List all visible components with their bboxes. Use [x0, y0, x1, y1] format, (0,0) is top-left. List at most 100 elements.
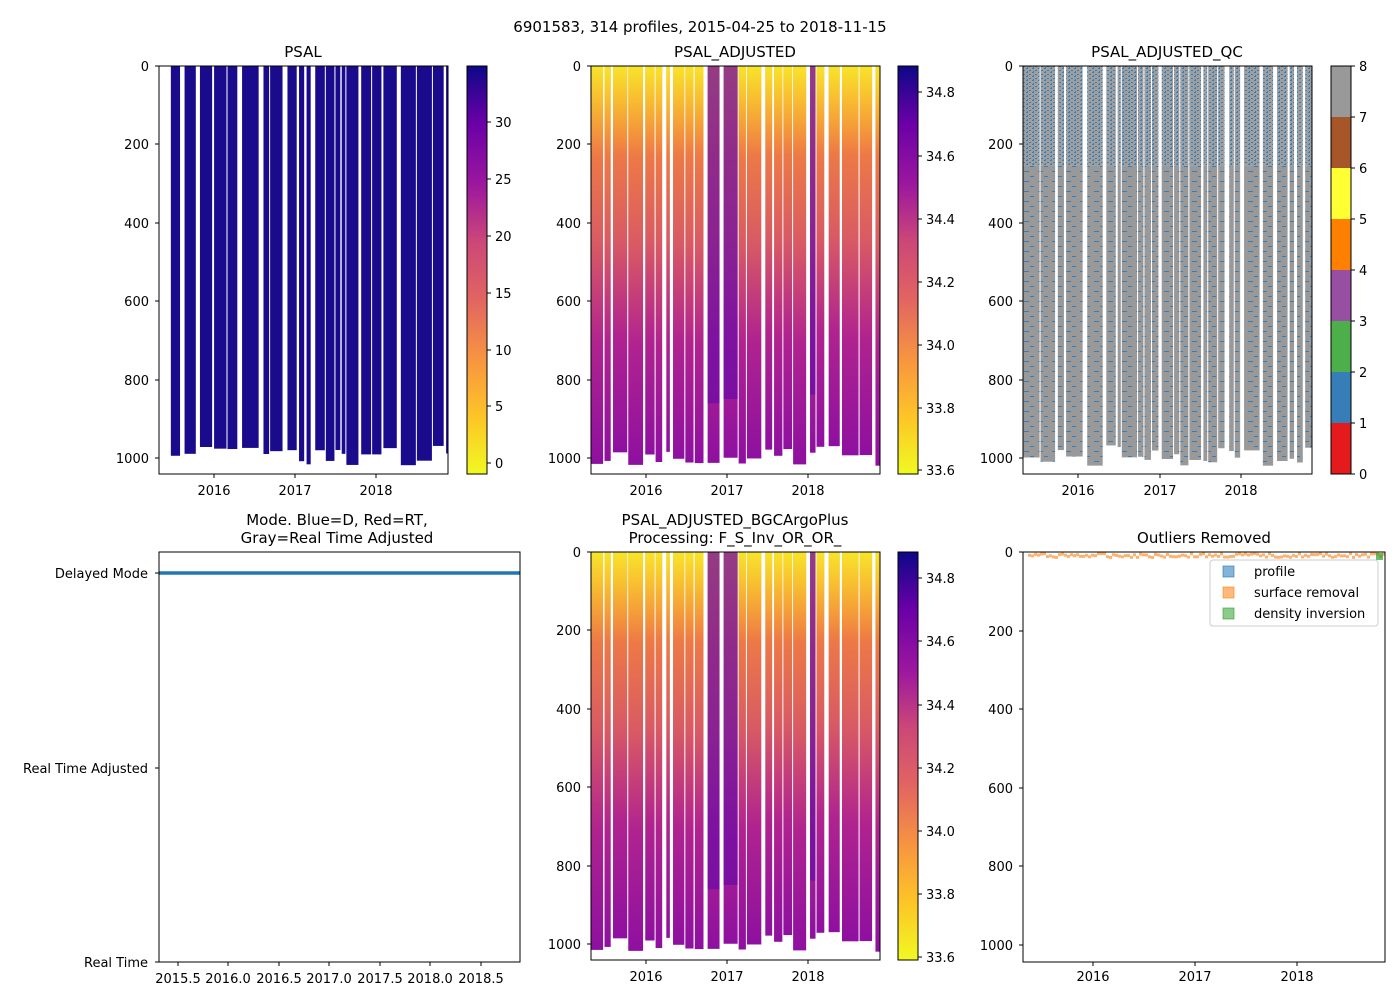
outlier-point-surface: [1238, 552, 1241, 556]
colorbar-tick-label: 34.0: [926, 825, 955, 840]
y-tick-label: 0: [573, 546, 581, 561]
y-tick-marks: [1019, 65, 1023, 459]
outlier-point-surface: [1046, 555, 1049, 559]
colorbar-tick-marks: [918, 577, 922, 958]
heatmap-cell-column: [628, 66, 644, 465]
outlier-point-surface: [1061, 552, 1064, 556]
heatmap-cell-column: [841, 66, 859, 456]
outlier-point-surface: [1073, 554, 1076, 558]
heatmap-cell-surface: [746, 552, 762, 642]
outlier-point-surface: [1283, 554, 1286, 558]
qc-cell-lower: [1121, 165, 1138, 458]
colorbar-tick-label: 34.6: [926, 635, 955, 650]
qc-cell-upper: [1066, 66, 1083, 166]
colorbar-gradient: [897, 65, 919, 475]
colorbar-segment: [1331, 219, 1351, 270]
heatmap-psal-adjusted-stripes: [591, 66, 880, 466]
outlier-point-surface: [1310, 552, 1313, 556]
qc-cell-lower: [1305, 165, 1312, 448]
chart-psal-adjusted-bgc: PSAL_ADJUSTED_BGCArgoPlus Processing: F_…: [548, 511, 955, 985]
heatmap-cell-column: [793, 552, 807, 951]
outlier-point-surface: [1145, 553, 1148, 557]
outlier-point-surface: [1127, 554, 1130, 558]
outlier-point-surface: [1091, 553, 1094, 557]
heatmap-cell-surface: [685, 66, 694, 156]
outlier-point-surface: [1307, 554, 1310, 558]
outlier-point-surface: [1157, 553, 1160, 557]
colorbar-tick-label: 5: [495, 400, 503, 415]
outlier-point-surface: [1034, 552, 1037, 556]
qc-cell-upper: [1262, 66, 1274, 166]
x-tick-label: 2017: [278, 484, 311, 499]
outlier-point-surface: [1130, 555, 1133, 559]
heatmap-cell-column: [694, 552, 704, 950]
outlier-point-surface: [1184, 554, 1187, 558]
qc-cell-lower: [1229, 165, 1234, 452]
outlier-point-surface: [1274, 555, 1277, 559]
y-tick-label: 400: [556, 217, 581, 232]
heatmap-cell-column: [591, 552, 604, 950]
panel-title: PSAL_ADJUSTED_QC: [1091, 43, 1243, 62]
outlier-point-surface: [1181, 553, 1184, 557]
heatmap-cell-surface: [841, 66, 859, 156]
outlier-point-surface: [1226, 555, 1229, 559]
x-tick-marks: [645, 474, 809, 478]
y-tick-label: 1000: [980, 452, 1013, 467]
qc-cell-lower: [1087, 165, 1103, 466]
qc-cell-lower: [1174, 165, 1180, 455]
colorbar-gradient: [466, 65, 488, 475]
outlier-point-surface: [1370, 552, 1373, 556]
x-tick-label: 2015.5: [155, 972, 201, 987]
x-tick-label: 2016: [629, 970, 662, 985]
heatmap-cell-surface: [774, 66, 783, 156]
heatmap-cell-column: [604, 552, 611, 947]
heatmap-cell-column: [446, 66, 448, 454]
y-tick-label: 800: [556, 374, 581, 389]
heatmap-cell-column: [841, 552, 859, 942]
qc-cell-lower: [1106, 165, 1116, 446]
heatmap-cell-surface: [774, 552, 783, 642]
x-tick-label: 2018: [791, 484, 824, 499]
heatmap-cell-column: [325, 66, 335, 461]
outlier-point-surface: [1064, 553, 1067, 557]
qc-cell-upper: [1023, 66, 1040, 166]
figure-title: 6901583, 314 profiles, 2015-04-25 to 201…: [513, 18, 886, 36]
outlier-point-surface: [1337, 553, 1340, 557]
y-tick-label: 0: [141, 60, 149, 75]
qc-cell-upper: [1289, 66, 1295, 166]
y-category-label: Real Time: [84, 956, 148, 971]
colorbar-tick-label: 34.6: [926, 150, 955, 165]
panel-title: Outliers Removed: [1137, 529, 1271, 547]
chart-mode: Mode. Blue=D, Red=RT, Gray=Real Time Adj…: [23, 511, 521, 987]
plot-frame: [590, 65, 881, 475]
heatmap-cell-surface: [816, 66, 825, 156]
panel-title-line2: Processing: F_S_Inv_OR_OR_: [629, 529, 842, 548]
qc-cell-upper: [1244, 66, 1260, 166]
y-tick-label: 400: [556, 703, 581, 718]
outlier-point-surface: [1115, 553, 1118, 557]
colorbar-tick-label: 30: [495, 116, 512, 131]
y-tick-marks: [1019, 551, 1023, 946]
colorbar-psal: 0 5 10 15 20 25 30: [466, 65, 512, 475]
x-tick-label: 2018.5: [458, 972, 504, 987]
outlier-point-surface: [1217, 554, 1220, 558]
x-tick-label: 2016: [629, 484, 662, 499]
x-tick-label: 2018: [791, 970, 824, 985]
y-tick-label: 600: [556, 781, 581, 796]
heatmap-bgc-stripes: [591, 552, 880, 952]
colorbar-psal-adjusted: 33.6 33.8 34.0 34.2 34.4 34.6 34.8: [897, 65, 955, 479]
legend-box: [1209, 559, 1379, 627]
heatmap-cell-surface: [875, 552, 880, 642]
colorbar-tick-label: 2: [1359, 366, 1367, 381]
qc-cell-lower: [1180, 165, 1189, 466]
outlier-point-surface: [1220, 552, 1223, 556]
heatmap-cell-surface: [793, 66, 807, 156]
outlier-point-surface: [1304, 553, 1307, 557]
x-tick-label: 2017: [1143, 484, 1176, 499]
heatmap-qc-stripes: [1023, 66, 1312, 466]
heatmap-cell-surface: [604, 66, 611, 156]
heatmap-cell-surface: [673, 66, 685, 156]
qc-cell-upper: [1138, 66, 1144, 166]
colorbar-tick-label: 20: [495, 230, 512, 245]
heatmap-cell-column: [346, 66, 359, 465]
